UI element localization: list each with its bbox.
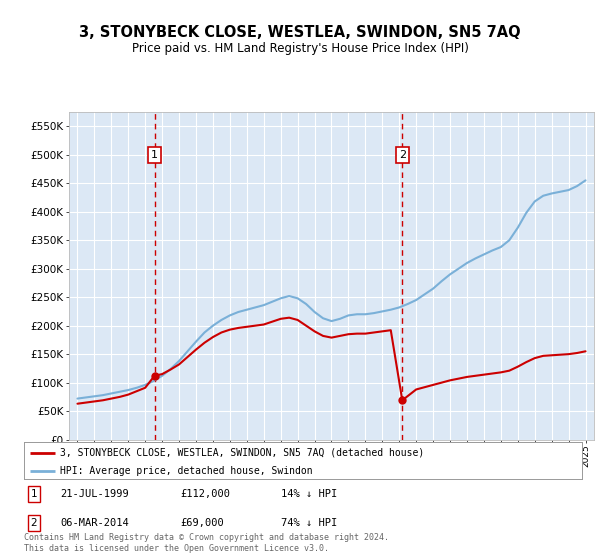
Text: 74% ↓ HPI: 74% ↓ HPI xyxy=(281,518,337,528)
Text: 3, STONYBECK CLOSE, WESTLEA, SWINDON, SN5 7AQ: 3, STONYBECK CLOSE, WESTLEA, SWINDON, SN… xyxy=(79,25,521,40)
Text: 1: 1 xyxy=(31,489,37,499)
Text: HPI: Average price, detached house, Swindon: HPI: Average price, detached house, Swin… xyxy=(60,466,313,476)
Text: 2: 2 xyxy=(399,150,406,160)
Text: 3, STONYBECK CLOSE, WESTLEA, SWINDON, SN5 7AQ (detached house): 3, STONYBECK CLOSE, WESTLEA, SWINDON, SN… xyxy=(60,447,425,458)
Text: 2: 2 xyxy=(31,518,37,528)
Text: 06-MAR-2014: 06-MAR-2014 xyxy=(60,518,129,528)
Text: 14% ↓ HPI: 14% ↓ HPI xyxy=(281,489,337,499)
Text: Contains HM Land Registry data © Crown copyright and database right 2024.
This d: Contains HM Land Registry data © Crown c… xyxy=(24,533,389,553)
Text: £69,000: £69,000 xyxy=(180,518,224,528)
Text: Price paid vs. HM Land Registry's House Price Index (HPI): Price paid vs. HM Land Registry's House … xyxy=(131,42,469,55)
Text: £112,000: £112,000 xyxy=(180,489,230,499)
Text: 1: 1 xyxy=(151,150,158,160)
Text: 21-JUL-1999: 21-JUL-1999 xyxy=(60,489,129,499)
